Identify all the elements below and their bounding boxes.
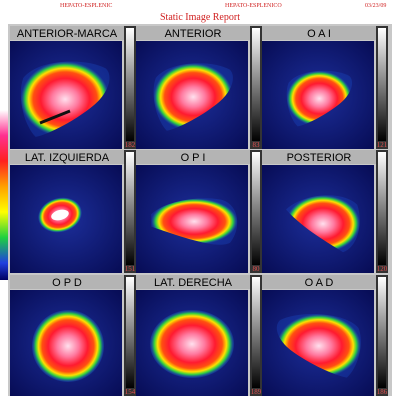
gray-bar — [252, 28, 260, 141]
study-date: 03/23/09 — [365, 3, 386, 9]
panel-header — [10, 275, 124, 289]
panel-header — [10, 150, 124, 164]
gray-bar — [378, 277, 386, 388]
max-count: 80 — [253, 265, 261, 273]
gray-bar — [126, 28, 134, 141]
image-panel: O P I 80 — [136, 150, 262, 273]
panel-header — [136, 275, 250, 289]
uptake — [20, 61, 110, 137]
max-count: 189 — [251, 388, 262, 396]
gray-bar — [126, 277, 134, 388]
uptake — [153, 63, 233, 131]
image-panel: ANTERIOR-MARCA 182 — [10, 26, 136, 149]
uptake — [150, 310, 234, 378]
organ-uptake — [20, 61, 110, 137]
panel-label: O P D — [52, 277, 82, 289]
max-count: 120 — [377, 265, 388, 273]
organ-uptake — [32, 310, 104, 382]
max-count: 121 — [377, 141, 388, 149]
study-name-alt: HEPATO-ESPLENICO — [225, 3, 282, 9]
max-count: 151 — [125, 265, 136, 273]
color-scale — [0, 110, 8, 280]
image-panel: LAT. DERECHA 189 — [136, 275, 262, 396]
report-title: Static Image Report — [160, 12, 240, 23]
panel-label: O A I — [307, 28, 331, 40]
image-panel: LAT. IZQUIERDA 151 — [10, 150, 136, 273]
organ-uptake — [151, 198, 238, 245]
panel-header — [262, 150, 376, 164]
max-count: 154 — [125, 388, 136, 396]
panel-label: O P I — [181, 152, 206, 164]
image-panel: O A D 186 — [262, 275, 388, 396]
uptake — [151, 198, 238, 245]
max-count: 83 — [253, 141, 261, 149]
gray-bar — [252, 277, 260, 388]
uptake — [32, 310, 104, 382]
image-panel: ANTERIOR 83 — [136, 26, 262, 149]
panel-header — [136, 26, 250, 40]
panel-header — [136, 150, 250, 164]
panel-label: ANTERIOR — [165, 28, 222, 40]
hot-spot — [51, 209, 69, 221]
organ-uptake — [276, 314, 361, 378]
panel-label: LAT. IZQUIERDA — [25, 152, 110, 164]
panel-label: ANTERIOR-MARCA — [17, 28, 118, 40]
uptake — [286, 70, 353, 127]
panel-header — [262, 26, 376, 40]
image-panel: O A I 121 — [262, 26, 388, 149]
panel-label: O A D — [305, 277, 334, 289]
gray-bar — [126, 152, 134, 265]
organ-uptake — [150, 310, 234, 378]
gray-bar — [378, 28, 386, 141]
panel-label: POSTERIOR — [287, 152, 352, 164]
gray-bar — [378, 152, 386, 265]
panel-header — [10, 26, 124, 40]
max-count: 186 — [377, 388, 388, 396]
study-name: HEPATO-ESPLENIC — [60, 3, 112, 9]
uptake — [286, 195, 360, 253]
organ-uptake — [286, 195, 360, 253]
panel-label: LAT. DERECHA — [154, 277, 233, 289]
uptake — [38, 197, 82, 233]
uptake — [276, 314, 361, 378]
max-count: 182 — [125, 141, 136, 149]
panel-header — [262, 275, 376, 289]
marker-line — [39, 109, 71, 125]
organ-uptake — [153, 63, 233, 131]
gray-bar — [252, 152, 260, 265]
image-panel: POSTERIOR 120 — [262, 150, 388, 273]
image-panel: O P D 154 — [10, 275, 136, 396]
organ-uptake — [286, 70, 353, 127]
